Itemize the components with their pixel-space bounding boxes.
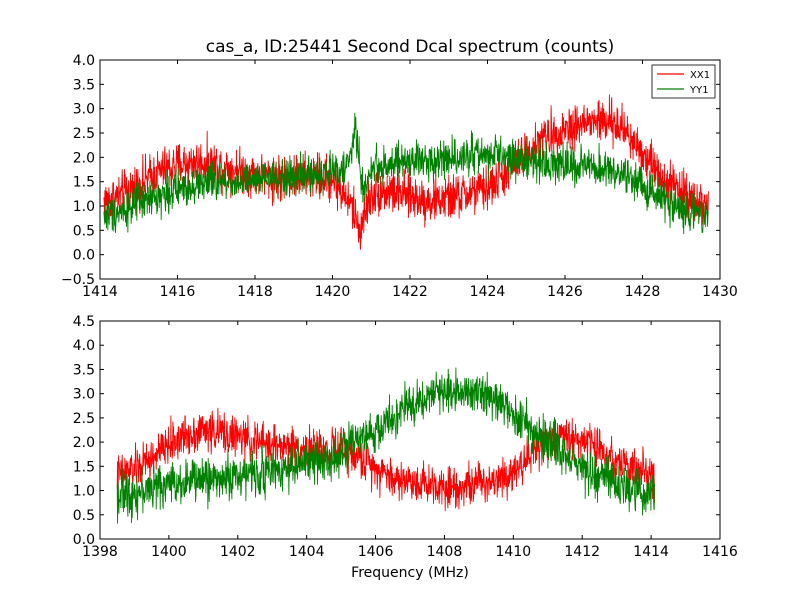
bottom-panel-x-tick-label: 1414 <box>633 544 669 560</box>
top-panel-x-tick-label: 1428 <box>625 284 661 300</box>
top-panel-y-tick-label: −0.5 <box>61 272 95 288</box>
top-panel-y-tick-label: 1.0 <box>73 199 95 215</box>
top-panel-series-layer <box>103 94 709 250</box>
top-panel-y-tick-label: 3.5 <box>73 77 95 93</box>
top-panel-x-tick-label: 1424 <box>470 284 506 300</box>
bottom-panel-x-tick-label: 1400 <box>151 544 187 560</box>
top-panel-y-tick-label: 4.0 <box>73 53 95 69</box>
bottom-panel-ticks: 1398 1400 1402 1404 1406 1408 1410 1412 1414 1416… <box>73 314 738 560</box>
top-panel-x-tick-label: 1430 <box>702 284 738 300</box>
top-panel-x-tick-label: 1422 <box>392 284 428 300</box>
bottom-panel-series-yy1 <box>116 367 656 524</box>
top-panel-y-tick-label: 2.0 <box>73 150 95 166</box>
bottom-panel-x-tick-label: 1416 <box>702 544 738 560</box>
top-panel-y-tick-label: 3.0 <box>73 102 95 118</box>
top-panel-y-tick-label: 0.0 <box>73 248 95 264</box>
top-panel-y-tick-label: 2.5 <box>73 126 95 142</box>
top-panel-x-tick-label: 1426 <box>547 284 583 300</box>
bottom-panel-y-tick-label: 3.0 <box>73 387 95 403</box>
legend-label-xx1: XX1 <box>690 70 710 81</box>
bottom-panel-x-tick-label: 1402 <box>220 544 256 560</box>
bottom-panel-y-tick-label: 4.0 <box>73 338 95 354</box>
bottom-panel-y-tick-label: 4.5 <box>73 314 95 330</box>
bottom-panel-y-tick-label: 0.5 <box>73 508 95 524</box>
bottom-panel-y-tick-label: 0.0 <box>73 532 95 548</box>
top-panel-title: cas_a, ID:25441 Second Dcal spectrum (co… <box>206 37 615 57</box>
bottom-panel-y-tick-label: 1.0 <box>73 484 95 500</box>
top-panel-x-tick-label: 1420 <box>315 284 351 300</box>
top-panel-x-tick-label: 1416 <box>160 284 196 300</box>
bottom-panel-series-layer <box>116 367 656 524</box>
legend: XX1 YY1 <box>651 64 716 99</box>
bottom-panel-x-tick-label: 1406 <box>358 544 394 560</box>
bottom-panel-y-tick-label: 1.5 <box>73 459 95 475</box>
bottom-panel-x-tick-label: 1398 <box>82 544 118 560</box>
top-panel-x-tick-label: 1418 <box>237 284 273 300</box>
x-axis-label: Frequency (MHz) <box>351 565 469 581</box>
bottom-panel-y-tick-label: 2.5 <box>73 411 95 427</box>
legend-box <box>651 64 716 99</box>
bottom-panel: 1398 1400 1402 1404 1406 1408 1410 1412 1414 1416… <box>73 314 738 581</box>
bottom-panel-frame <box>99 320 721 540</box>
top-panel-x-tick-label: 1414 <box>82 284 118 300</box>
top-panel-ticks: 1414 1416 1418 1420 1422 1424 1426 1428 1430 −0.5… <box>61 53 738 300</box>
top-panel-series-yy1 <box>103 112 709 235</box>
legend-label-yy1: YY1 <box>689 85 709 96</box>
top-panel-series-xx1 <box>103 94 709 250</box>
top-panel-y-tick-label: 0.5 <box>73 223 95 239</box>
bottom-panel-y-tick-label: 2.0 <box>73 435 95 451</box>
bottom-panel-y-tick-label: 3.5 <box>73 362 95 378</box>
bottom-panel-x-tick-label: 1410 <box>496 544 532 560</box>
bottom-panel-series-xx1 <box>116 407 656 512</box>
bottom-panel-x-tick-label: 1412 <box>564 544 600 560</box>
top-panel-y-tick-label: 1.5 <box>73 175 95 191</box>
bottom-panel-x-tick-label: 1408 <box>427 544 463 560</box>
bottom-panel-x-tick-label: 1404 <box>289 544 325 560</box>
top-panel: cas_a, ID:25441 Second Dcal spectrum (co… <box>61 37 738 300</box>
